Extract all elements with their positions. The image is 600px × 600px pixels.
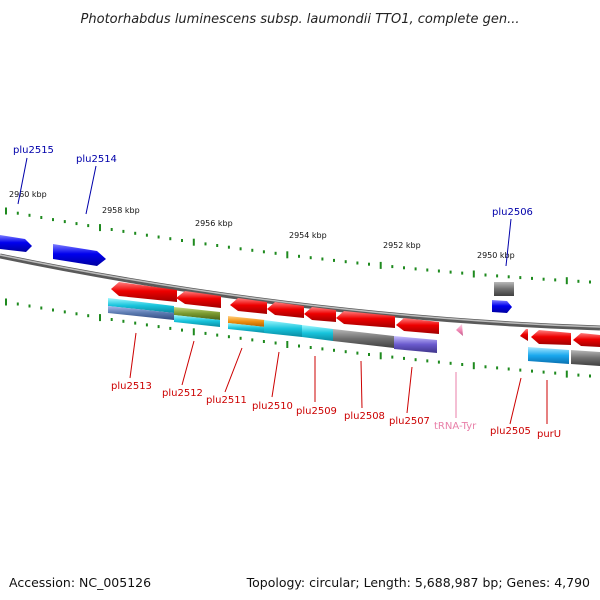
gene-plu2506[interactable] xyxy=(492,300,512,313)
gene-plu2510[interactable] xyxy=(267,302,304,318)
label-plu2514: plu2514 xyxy=(76,154,117,165)
scale-labels: 2960 kbp 2958 kbp 2956 kbp 2954 kbp 2952… xyxy=(9,190,515,260)
scale-label-2950: 2950 kbp xyxy=(477,251,515,260)
label-purU: purU xyxy=(537,429,561,440)
gene-plu2506-domain xyxy=(494,282,514,296)
gene-plu2512[interactable] xyxy=(176,291,221,308)
leader-lines xyxy=(17,157,548,425)
scale-label-2952: 2952 kbp xyxy=(383,241,421,250)
feature-bars xyxy=(108,298,600,366)
label-plu2509: plu2509 xyxy=(296,406,337,417)
label-plu2505: plu2505 xyxy=(490,426,531,437)
gene-labels: plu2515 plu2514 plu2506 plu2513 plu2512 … xyxy=(13,145,561,440)
gene-purU[interactable] xyxy=(531,330,571,345)
tick-track-bottom xyxy=(5,298,591,378)
gene-plu2509[interactable] xyxy=(304,307,336,322)
genome-stats-text: Topology: circular; Length: 5,688,987 bp… xyxy=(246,575,590,590)
tick-track-top xyxy=(5,207,591,285)
gene-trna-tyr[interactable] xyxy=(456,324,463,336)
gene-plu2513[interactable] xyxy=(111,282,177,302)
forward-strand-genes xyxy=(0,235,514,313)
scale-label-2954: 2954 kbp xyxy=(289,231,327,240)
label-plu2508: plu2508 xyxy=(344,411,385,422)
label-plu2512: plu2512 xyxy=(162,388,203,399)
accession-text: Accession: NC_005126 xyxy=(9,575,151,590)
label-plu2515: plu2515 xyxy=(13,145,54,156)
gene-plu2505[interactable] xyxy=(520,329,528,341)
genome-backbone xyxy=(0,253,600,331)
gene-plu2508[interactable] xyxy=(336,311,395,328)
label-plu2506: plu2506 xyxy=(492,207,533,218)
scale-label-2956: 2956 kbp xyxy=(195,219,233,228)
gene-plu2511[interactable] xyxy=(230,298,267,314)
map-title: Photorhabdus luminescens subsp. laumondi… xyxy=(81,12,520,27)
gene-plu2515[interactable] xyxy=(0,235,32,252)
label-plu2511: plu2511 xyxy=(206,395,247,406)
scale-label-2958: 2958 kbp xyxy=(102,206,140,215)
gene-offscreen-right[interactable] xyxy=(573,333,600,347)
label-trna-tyr: tRNA-Tyr xyxy=(434,421,477,432)
reverse-strand-genes xyxy=(111,282,600,347)
label-plu2513: plu2513 xyxy=(111,381,152,392)
gene-plu2514[interactable] xyxy=(53,244,106,266)
gene-plu2507[interactable] xyxy=(396,318,439,334)
label-plu2510: plu2510 xyxy=(252,401,293,412)
genome-backbone-highlight xyxy=(0,254,600,328)
scale-label-2960: 2960 kbp xyxy=(9,190,47,199)
label-plu2507: plu2507 xyxy=(389,416,430,427)
